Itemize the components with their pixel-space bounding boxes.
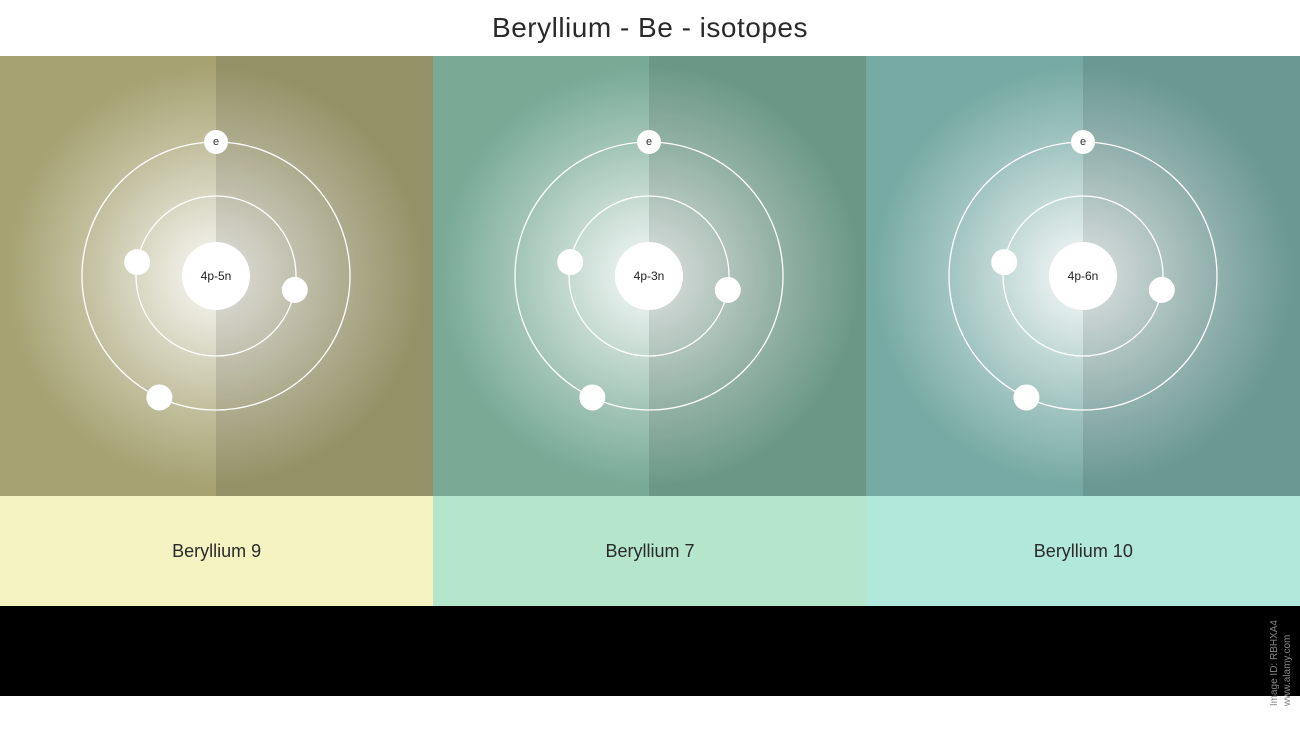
electron xyxy=(1013,384,1039,410)
page-title: Beryllium - Be - isotopes xyxy=(0,0,1300,56)
electron xyxy=(1148,277,1174,303)
electron xyxy=(558,249,584,275)
credit-box: Image ID: RBHXA4 www.alamy.com xyxy=(1268,620,1294,706)
panel-be10: 4p-6n e Beryllium 10 xyxy=(867,56,1300,606)
footer-black-bar xyxy=(0,606,1300,696)
electron-label: e xyxy=(213,136,219,148)
credit-image-id: Image ID: RBHXA4 xyxy=(1269,620,1280,706)
caption-be10: Beryllium 10 xyxy=(867,496,1300,606)
electron-label: e xyxy=(1080,136,1086,148)
electron xyxy=(124,249,150,275)
atom-diagram-be7: 4p-3n e xyxy=(433,56,866,496)
nucleus-label: 4p-6n xyxy=(1067,269,1098,283)
electron xyxy=(580,384,606,410)
panel-be7: 4p-3n e Beryllium 7 xyxy=(433,56,866,606)
diagram-be9: 4p-5n e xyxy=(0,56,433,496)
credit-url: www.alamy.com xyxy=(1282,635,1293,707)
page-root: Beryllium - Be - isotopes 4p-5n e Berylliu… xyxy=(0,0,1300,740)
diagram-be7: 4p-3n e xyxy=(433,56,866,496)
caption-be7: Beryllium 7 xyxy=(433,496,866,606)
atom-diagram-be10: 4p-6n e xyxy=(867,56,1300,496)
electron xyxy=(715,277,741,303)
diagram-be10: 4p-6n e xyxy=(867,56,1300,496)
nucleus-label: 4p-5n xyxy=(201,269,232,283)
nucleus-label: 4p-3n xyxy=(634,269,665,283)
electron xyxy=(991,249,1017,275)
electron-label: e xyxy=(646,136,652,148)
caption-be9: Beryllium 9 xyxy=(0,496,433,606)
panels-row: 4p-5n e Beryllium 9 4p-3n e Beryllium 7 4p-6n e… xyxy=(0,56,1300,606)
electron xyxy=(146,384,172,410)
electron xyxy=(282,277,308,303)
panel-be9: 4p-5n e Beryllium 9 xyxy=(0,56,433,606)
atom-diagram-be9: 4p-5n e xyxy=(0,56,433,496)
